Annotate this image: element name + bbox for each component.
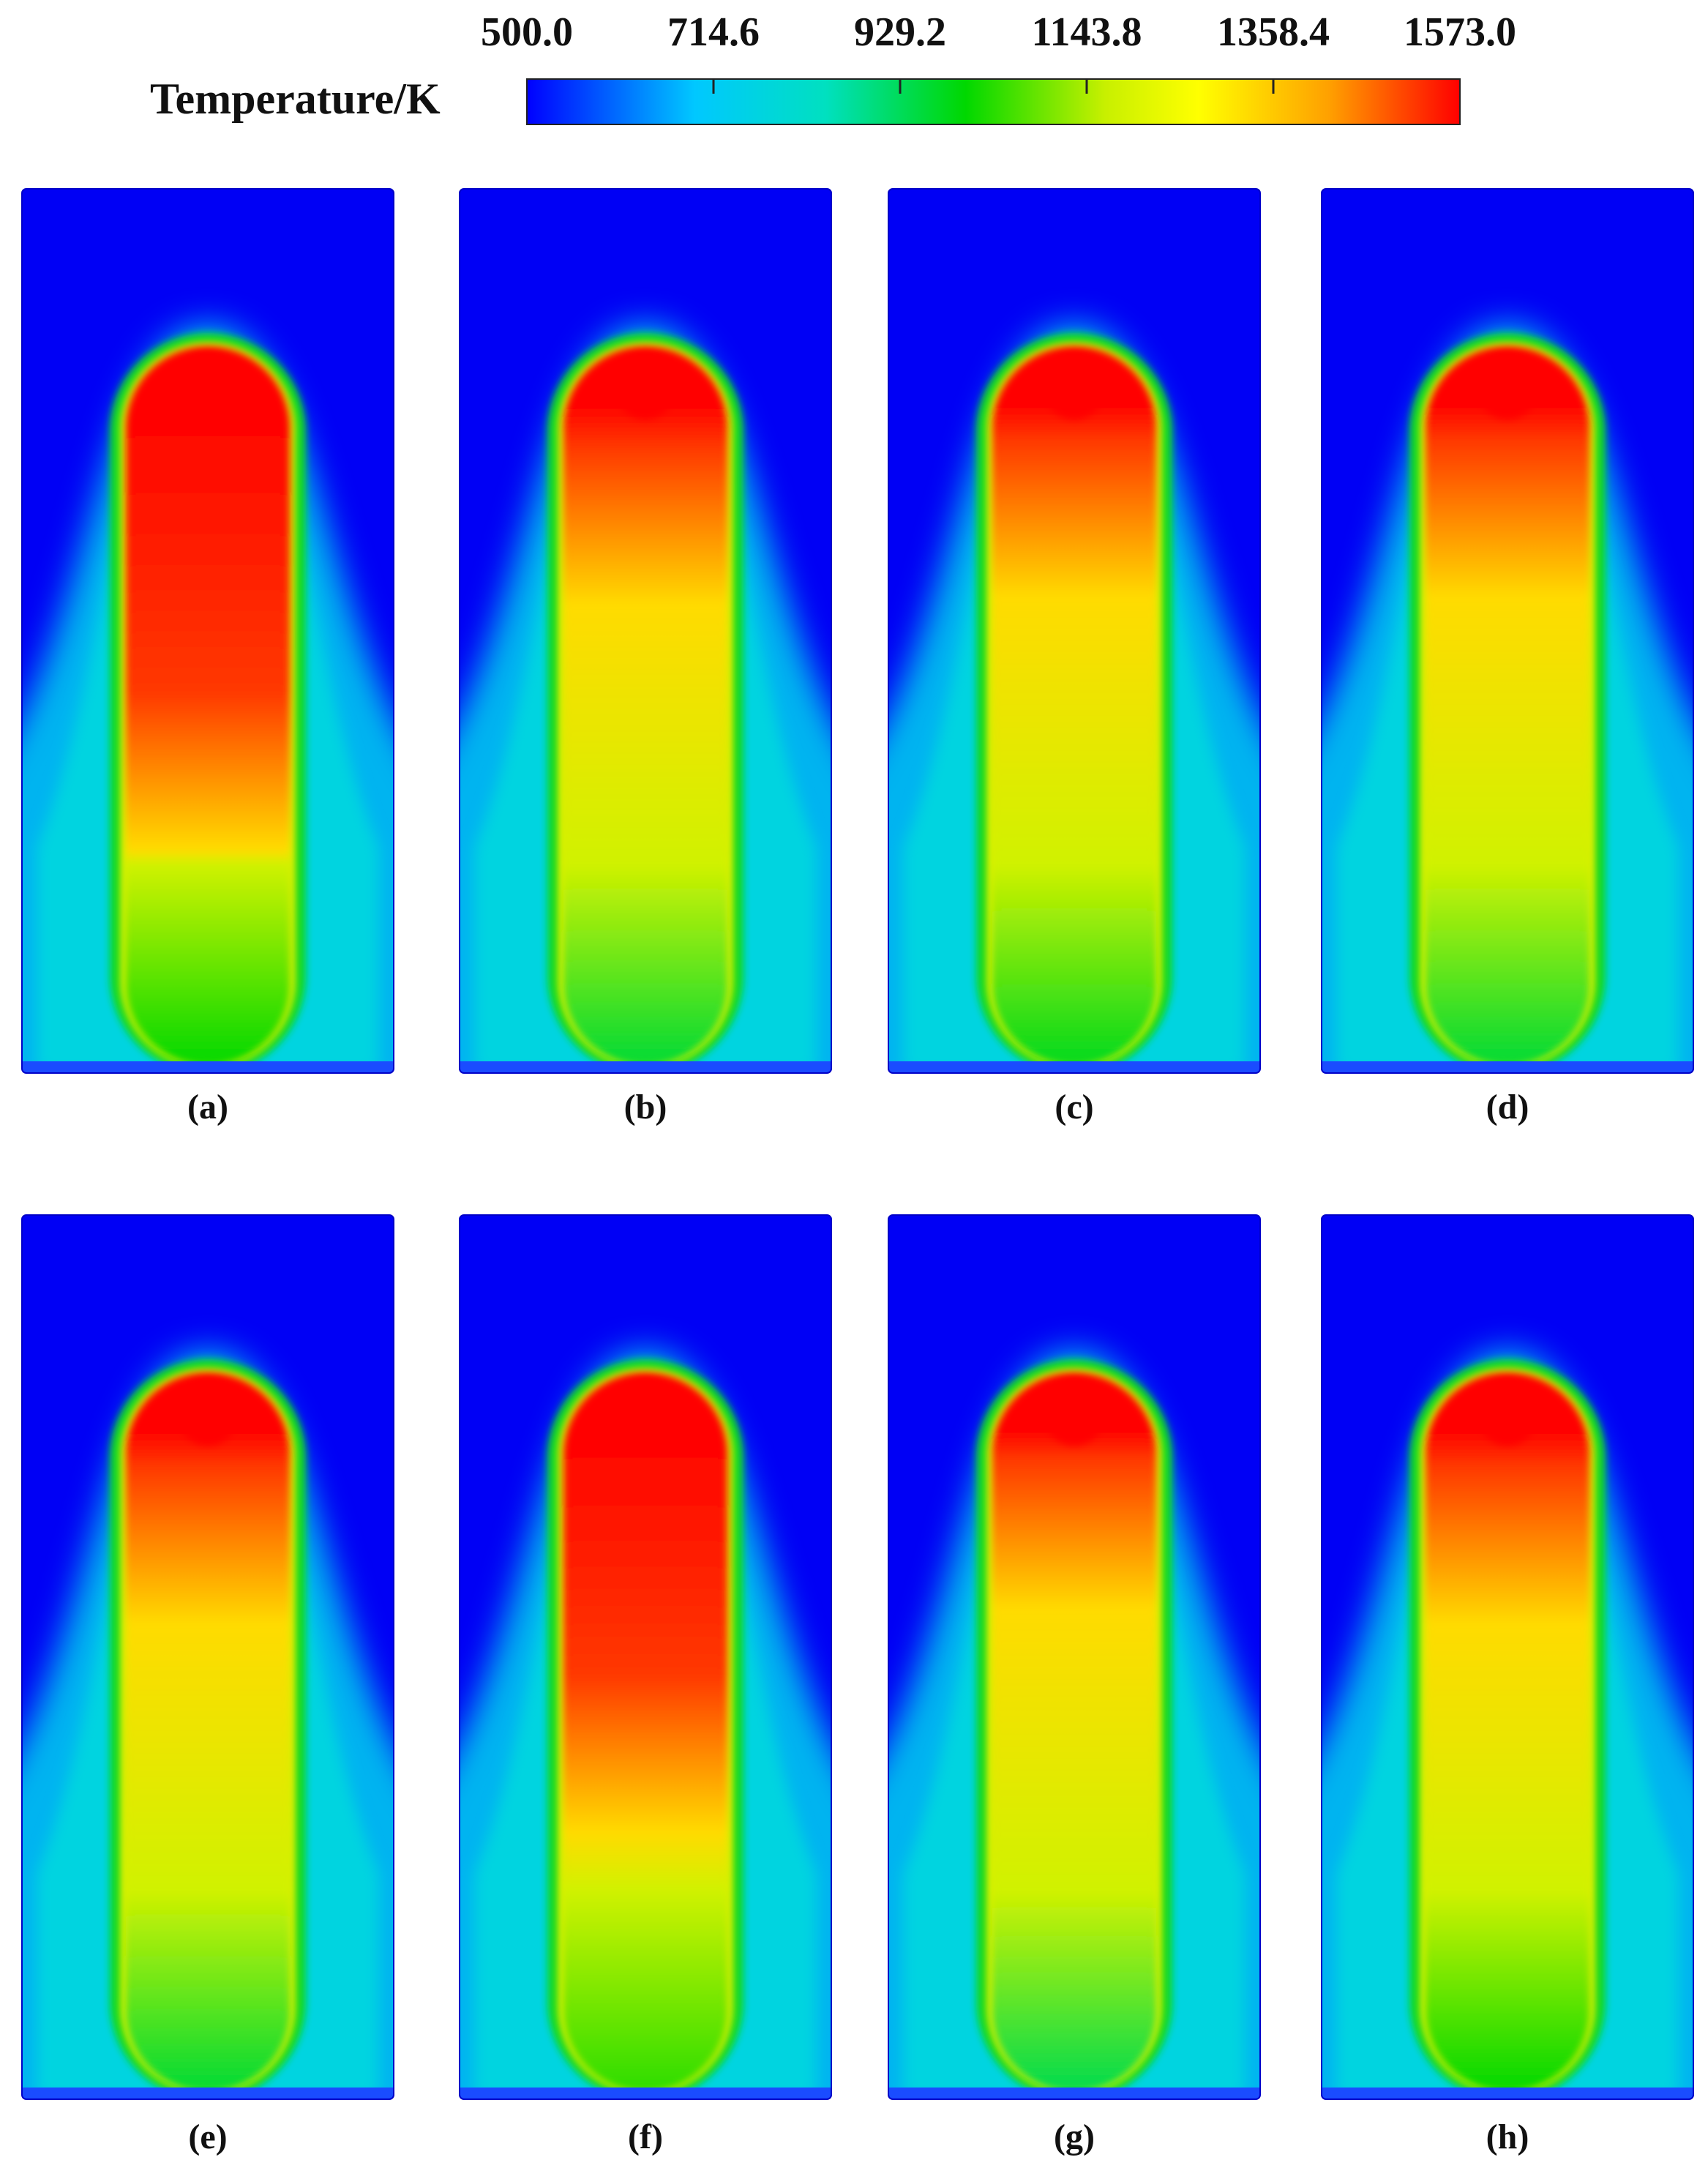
hot-spot	[177, 1380, 239, 1446]
panel-floor	[22, 1061, 394, 1073]
hot-spot	[1044, 1380, 1105, 1446]
panel-floor	[460, 2088, 831, 2099]
panel-label: (h)	[1486, 2118, 1529, 2156]
panel-floor	[888, 1061, 1260, 1073]
colorbar: Temperature/K 500.0 714.6 929.2 1143.8 1358.…	[150, 10, 1516, 125]
contour-panel: (a)	[21, 188, 394, 1126]
panel-frame	[888, 1214, 1261, 2100]
panel-floor	[888, 2088, 1260, 2099]
panel-frame	[1321, 188, 1694, 1074]
colorbar-tick-label: 714.6	[667, 10, 760, 55]
hot-spot	[615, 354, 676, 419]
contour-panel: (h)	[1321, 1214, 1694, 2156]
plume-core	[563, 346, 727, 1066]
plume-core	[563, 1372, 727, 2092]
hot-spot	[1044, 354, 1105, 419]
panel-label: (c)	[1055, 1088, 1093, 1126]
contour-panel: (e)	[21, 1214, 394, 2156]
plume-core	[1426, 1372, 1589, 2092]
colorbar-tick-label: 500.0	[481, 10, 573, 55]
panel-label: (g)	[1054, 2118, 1095, 2156]
plume-core	[992, 1372, 1156, 2092]
colorbar-tick-label: 1358.4	[1217, 10, 1330, 55]
contour-panel: (c)	[888, 188, 1261, 1126]
hot-spot	[615, 1380, 676, 1446]
panel-label: (e)	[188, 2118, 227, 2156]
colorbar-bar	[526, 78, 1461, 125]
contour-panel: (f)	[459, 1214, 832, 2156]
panel-frame	[21, 188, 394, 1074]
contour-panel: (b)	[459, 188, 832, 1126]
panel-floor	[1322, 1061, 1693, 1073]
contour-panel: (g)	[888, 1214, 1261, 2156]
panel-frame	[1321, 1214, 1694, 2100]
panel-frame	[888, 188, 1261, 1074]
panel-label: (a)	[187, 1088, 228, 1126]
colorbar-tick-label: 1573.0	[1404, 10, 1516, 55]
panel-label: (d)	[1486, 1088, 1529, 1126]
panel-frame	[459, 1214, 832, 2100]
plume-core	[126, 346, 290, 1066]
hot-spot	[1477, 1380, 1538, 1446]
hot-spot	[1477, 354, 1538, 419]
colorbar-label: Temperature/K	[150, 75, 441, 123]
panel-floor	[1322, 2088, 1693, 2099]
panel-frame	[459, 188, 832, 1074]
panel-frame	[21, 1214, 394, 2100]
colorbar-tick-label: 929.2	[854, 10, 946, 55]
panel-floor	[460, 1061, 831, 1073]
plume-core	[126, 1372, 290, 2092]
panel-floor	[22, 2088, 394, 2099]
colorbar-tick-label: 1143.8	[1032, 10, 1142, 55]
hot-spot	[177, 354, 239, 419]
contour-panel: (d)	[1321, 188, 1694, 1126]
plume-core	[1426, 346, 1589, 1066]
panel-label: (b)	[624, 1088, 667, 1126]
plume-core	[992, 346, 1156, 1066]
panel-label: (f)	[628, 2118, 663, 2156]
